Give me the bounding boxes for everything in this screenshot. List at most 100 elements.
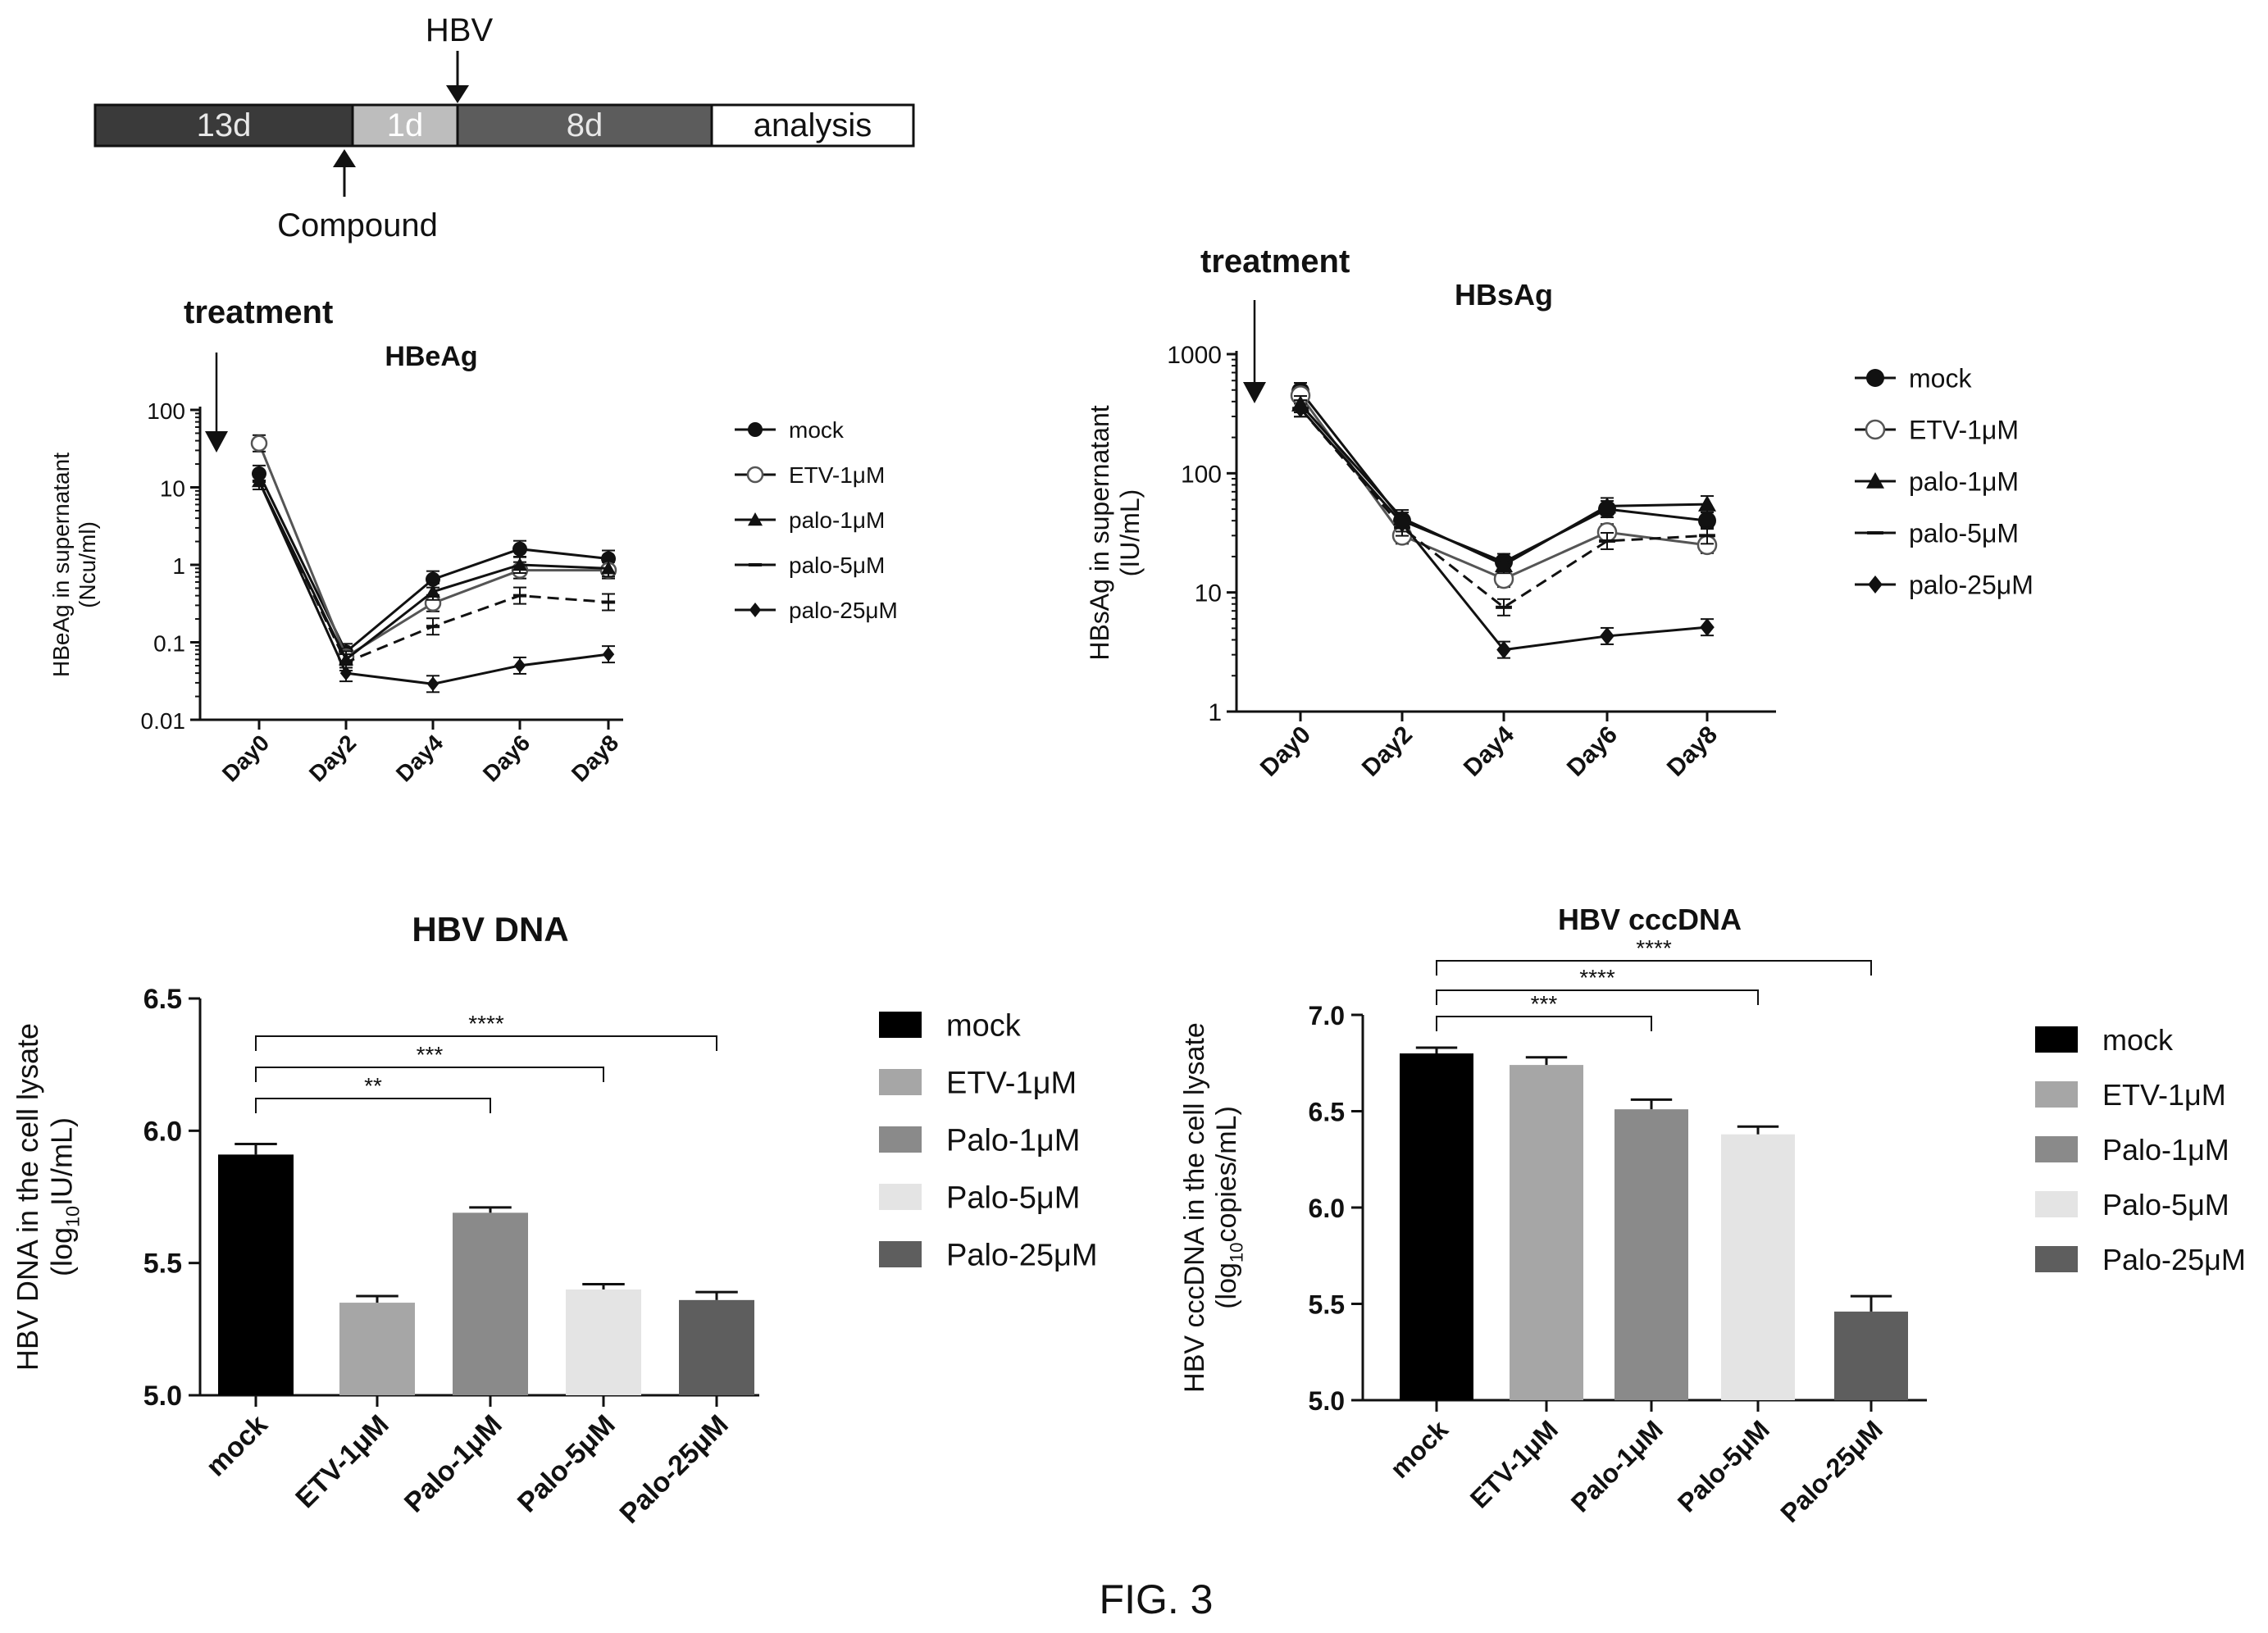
hbeag-line-chart: 100 10 1 0.1 0.01 Day0 Day2 Day4 Day6 Day8 HBeAg HB… <box>48 341 898 787</box>
chart-title: HBeAg <box>385 341 477 372</box>
hbv-label: HBV <box>426 12 494 48</box>
x-tick-label: Palo-5μM <box>512 1409 622 1519</box>
compound-label: Compound <box>277 207 438 243</box>
timeline-label-analysis: analysis <box>754 107 872 143</box>
x-tick-label: Palo-1μM <box>398 1409 508 1519</box>
series-line <box>1299 394 1708 580</box>
significance-bracket <box>255 1035 717 1051</box>
x-tick-label: Palo-25μM <box>1774 1414 1888 1528</box>
series-point <box>1599 539 1615 543</box>
legend-label: ETV-1μM <box>2102 1078 2226 1112</box>
significance-bracket <box>1436 960 1872 976</box>
series-point <box>512 594 527 598</box>
legend-marker <box>1866 472 1884 489</box>
y-tick-label: 5.5 <box>143 1249 182 1280</box>
x-tick-label: Day4 <box>391 730 449 787</box>
significance-bracket <box>1436 989 1759 1005</box>
x-tick-label: Palo-25μM <box>614 1409 735 1530</box>
y-tick-label: 1000 <box>1167 342 1222 369</box>
series-point <box>512 541 527 557</box>
series-point <box>513 657 526 673</box>
legend-marker <box>748 512 763 526</box>
legend-swatch <box>879 1184 922 1210</box>
x-tick-label: Day8 <box>1662 721 1723 782</box>
legend-marker <box>1865 419 1886 440</box>
series-point <box>601 600 616 604</box>
y-tick-label: 5.0 <box>143 1381 182 1412</box>
bar <box>1400 1053 1473 1400</box>
legend-swatch <box>2035 1191 2078 1217</box>
hbv-arrow-head <box>446 85 469 103</box>
y-tick-label: 6.0 <box>1309 1194 1345 1223</box>
treatment-arrow-hbsag-head <box>1243 382 1266 403</box>
y-tick-label: 100 <box>1181 461 1222 488</box>
series-point <box>1293 399 1308 418</box>
legend-marker <box>1868 575 1883 594</box>
y-tick-label: 0.1 <box>153 631 185 657</box>
timeline-segment-1d <box>351 103 459 148</box>
legend-label: palo-1μM <box>1909 467 2019 497</box>
y-tick-label: 10 <box>160 476 185 502</box>
legend-swatch <box>2035 1026 2078 1053</box>
legend-swatch <box>2035 1081 2078 1108</box>
legend-label: Palo-25μM <box>946 1239 1098 1273</box>
legend-label: mock <box>2102 1023 2174 1057</box>
legend-swatch <box>879 1069 922 1095</box>
series-line <box>1299 403 1708 566</box>
hbsag-line-chart: 1000 100 10 1 Day0 Day2 Day4 Day6 Day8 HBsAg HBsAg… <box>1085 278 2033 782</box>
treatment-label-hbeag: treatment <box>184 294 333 330</box>
bar <box>339 1303 415 1395</box>
x-tick-label: ETV-1μM <box>1464 1414 1564 1513</box>
series-point <box>602 647 615 662</box>
y-tick-label: 6.5 <box>143 984 182 1015</box>
series-point <box>1700 618 1715 637</box>
y-tick-label: 6.5 <box>1309 1098 1345 1127</box>
significance-label: *** <box>1531 991 1558 1017</box>
timeline-segment-13d <box>93 103 354 148</box>
series-point <box>253 474 266 489</box>
x-tick-label: mock <box>200 1409 274 1483</box>
treatment-label-hbsag: treatment <box>1200 243 1350 280</box>
y-axis-label: HBsAg in supernatant(IU/mL) <box>1085 405 1145 660</box>
legend-label: palo-1μM <box>789 507 885 533</box>
bar <box>1834 1311 1908 1400</box>
y-tick-label: 5.0 <box>1309 1386 1345 1416</box>
series-point <box>1699 534 1715 538</box>
timeline-segment-analysis <box>710 103 915 148</box>
y-tick-label: 7.0 <box>1309 1001 1345 1030</box>
legend-label: palo-25μM <box>789 598 898 623</box>
legend-swatch <box>879 1241 922 1267</box>
timeline-label-8d: 8d <box>567 107 603 143</box>
series-point <box>601 561 616 575</box>
significance-label: ** <box>364 1073 382 1099</box>
bar <box>1510 1065 1583 1400</box>
legend-swatch <box>879 1126 922 1153</box>
series-point <box>426 584 440 598</box>
legend-label: ETV-1μM <box>1909 416 2019 445</box>
y-axis-label: HBV cccDNA in the cell lysate(log10copie… <box>1179 1022 1247 1393</box>
chart-title: HBV DNA <box>412 910 568 948</box>
legend-label: mock <box>789 417 845 443</box>
legend-label: mock <box>1909 364 1972 393</box>
bar <box>1721 1134 1795 1400</box>
legend-marker <box>749 603 762 617</box>
y-axis-label: HBV DNA in the cell lysate(log10IU/mL) <box>11 1023 83 1371</box>
legend-label: palo-5μM <box>789 553 885 578</box>
bar <box>218 1154 294 1395</box>
significance-label: **** <box>468 1011 504 1036</box>
timeline: 13d 1d 8d analysis HBV Compound <box>93 12 915 243</box>
series-point <box>339 661 353 665</box>
x-tick-label: Palo-5μM <box>1672 1414 1775 1517</box>
series-point <box>1495 556 1513 572</box>
y-tick-label: 10 <box>1195 580 1222 607</box>
timeline-segment-8d <box>456 103 713 148</box>
series-point <box>250 434 268 453</box>
y-tick-label: 1 <box>172 553 185 579</box>
bar <box>453 1212 528 1395</box>
legend-label: ETV-1μM <box>789 462 885 488</box>
series-point <box>1698 495 1716 512</box>
significance-bracket <box>255 1098 491 1113</box>
y-tick-label: 5.5 <box>1309 1290 1345 1320</box>
